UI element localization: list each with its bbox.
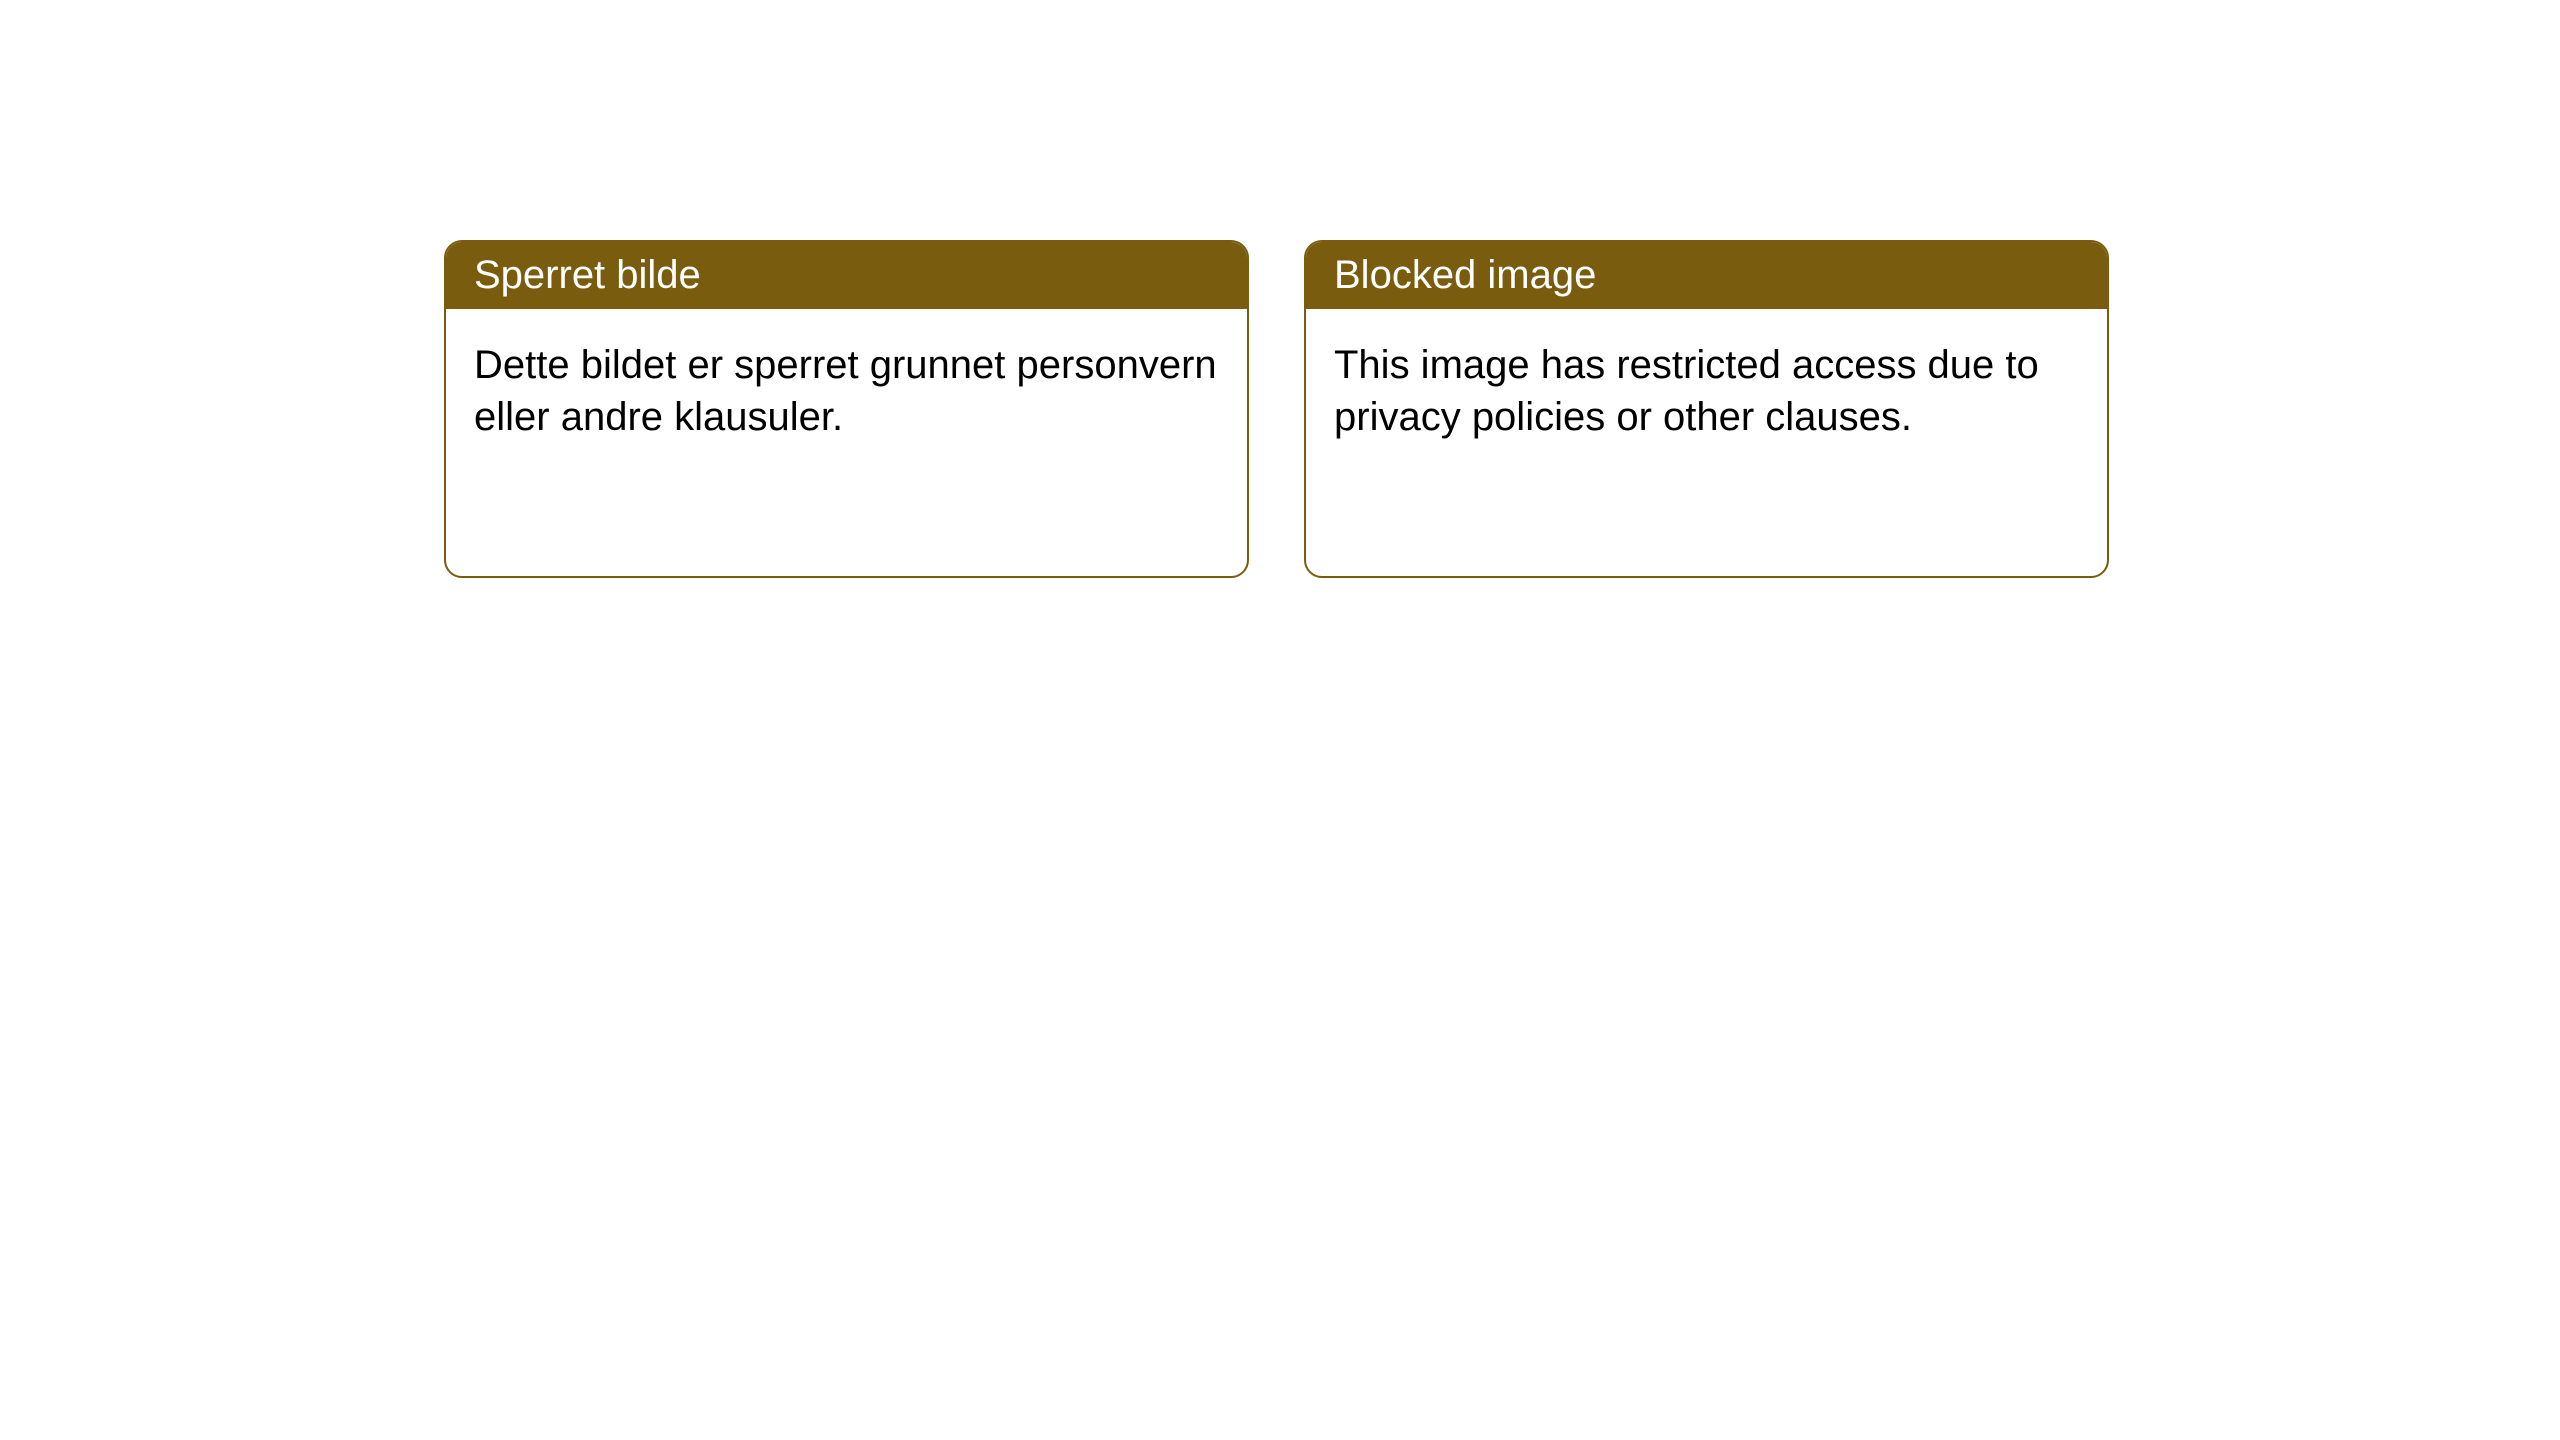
notice-title: Blocked image — [1334, 253, 1596, 297]
notice-header: Blocked image — [1306, 242, 2107, 309]
notice-box-english: Blocked image This image has restricted … — [1304, 240, 2109, 578]
notice-header: Sperret bilde — [446, 242, 1247, 309]
notice-container: Sperret bilde Dette bildet er sperret gr… — [0, 0, 2560, 578]
notice-box-norwegian: Sperret bilde Dette bildet er sperret gr… — [444, 240, 1249, 578]
notice-text: This image has restricted access due to … — [1334, 343, 2039, 439]
notice-body: Dette bildet er sperret grunnet personve… — [446, 309, 1247, 473]
notice-text: Dette bildet er sperret grunnet personve… — [474, 343, 1217, 439]
notice-body: This image has restricted access due to … — [1306, 309, 2107, 473]
notice-title: Sperret bilde — [474, 253, 701, 297]
